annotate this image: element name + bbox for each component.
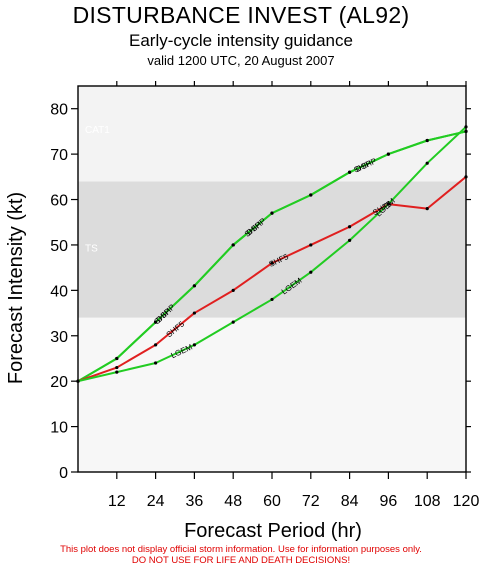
axes-layer: 0 10 20 30 40 50 60 70 80 12 24 36 48 60 72 84 96 108 120 — [50, 81, 479, 510]
x-tick-label: 72 — [302, 493, 320, 510]
data-point-lgem — [115, 370, 119, 374]
data-point-dshp — [270, 211, 274, 215]
data-point-lgem — [231, 320, 235, 324]
y-tick-label: 50 — [50, 238, 68, 255]
background-layer: TS CAT1 — [78, 86, 466, 472]
y-tick-label: 20 — [50, 374, 68, 391]
data-point-shf5 — [154, 343, 158, 347]
series-layer — [76, 125, 468, 383]
data-point-shf5 — [309, 243, 313, 247]
data-point-shf5 — [115, 365, 119, 370]
band-cat1 — [78, 86, 466, 182]
data-point-lgem — [309, 270, 313, 274]
x-tick-label: 36 — [186, 493, 204, 510]
disclaimer-line-1: This plot does not display official stor… — [60, 544, 422, 555]
data-point-lgem — [270, 297, 274, 302]
valid-time: valid 1200 UTC, 20 August 2007 — [147, 53, 335, 68]
x-tick-label: 84 — [341, 493, 359, 510]
x-tick-label: 120 — [453, 493, 480, 510]
chart-subtitle: Early-cycle intensity guidance — [129, 31, 353, 50]
y-tick-label: 0 — [59, 465, 68, 482]
data-point-dshp — [386, 152, 390, 156]
y-tick-label: 10 — [50, 420, 68, 437]
y-tick-label: 80 — [50, 102, 68, 119]
band-ts — [78, 181, 466, 318]
data-point-shf5 — [192, 311, 196, 315]
data-point-lgem — [464, 125, 468, 129]
data-point-dshp — [348, 170, 352, 174]
y-tick-label: 40 — [50, 283, 68, 300]
disclaimer-line-2: DO NOT USE FOR LIFE AND DEATH DECISIONS! — [131, 555, 351, 566]
data-point-lgem — [154, 361, 158, 365]
data-point-shf5 — [231, 288, 235, 292]
y-tick-label: 60 — [50, 193, 68, 210]
data-point-lgem — [76, 379, 80, 383]
band-label-cat1: CAT1 — [85, 125, 110, 136]
data-point-lgem — [348, 238, 352, 242]
data-point-dshp — [309, 193, 313, 197]
data-point-lgem — [425, 161, 429, 165]
data-point-shf5 — [464, 175, 468, 179]
x-tick-label: 96 — [380, 493, 398, 510]
data-point-shf5 — [425, 207, 429, 211]
data-point-dshp — [464, 129, 468, 134]
y-axis-label: Forecast Intensity (kt) — [5, 192, 27, 384]
x-axis-label: Forecast Period (hr) — [184, 520, 362, 542]
data-point-dshp — [154, 320, 158, 324]
data-point-lgem — [386, 202, 390, 206]
data-point-lgem — [192, 343, 196, 347]
y-tick-label: 70 — [50, 147, 68, 164]
plot-background — [78, 317, 466, 472]
data-point-shf5 — [270, 261, 274, 265]
chart-title: DISTURBANCE INVEST (AL92) — [72, 2, 410, 28]
data-point-dshp — [425, 138, 429, 143]
band-label-ts: TS — [85, 243, 98, 254]
y-tick-label: 30 — [50, 329, 68, 346]
data-point-shf5 — [348, 225, 352, 229]
data-point-dshp — [192, 284, 196, 288]
data-point-dshp — [231, 243, 235, 247]
data-point-dshp — [115, 356, 119, 361]
x-tick-label: 24 — [147, 493, 165, 510]
x-tick-label: 48 — [224, 493, 242, 510]
x-tick-label: 60 — [263, 493, 281, 510]
x-tick-label: 12 — [108, 493, 126, 510]
x-tick-label: 108 — [414, 493, 441, 510]
